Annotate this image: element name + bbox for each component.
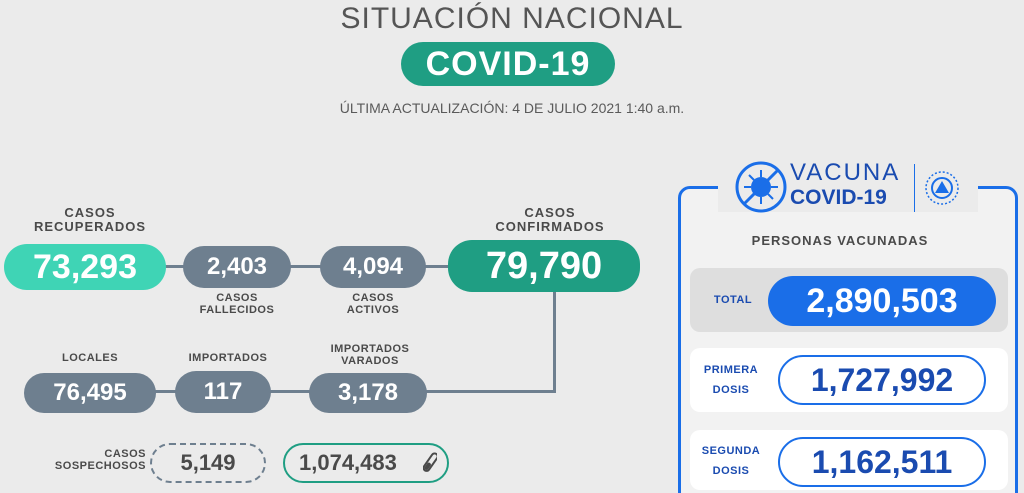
vaccine-logo-line1: VACUNA — [790, 159, 901, 186]
first-dose-label: PRIMERA DOSIS — [703, 364, 759, 396]
first-dose-value: 1,727,992 — [778, 355, 986, 405]
confirmed-value: 79,790 — [448, 240, 640, 292]
total-value: 2,890,503 — [768, 276, 996, 326]
second-dose-label: SEGUNDA DOSIS — [701, 445, 761, 477]
imported-label: IMPORTADOS — [188, 352, 268, 364]
second-dose-value: 1,162,511 — [778, 437, 986, 487]
imported-stranded-label: IMPORTADOS VARADOS — [330, 343, 410, 367]
tests-number: 1,074,483 — [299, 450, 397, 475]
recovered-value: 73,293 — [4, 244, 166, 290]
active-label: CASOS ACTIVOS — [346, 292, 400, 316]
vaccinated-title: PERSONAS VACUNADAS — [751, 233, 929, 248]
local-label: LOCALES — [61, 352, 119, 364]
deaths-label: CASOS FALLECIDOS — [199, 292, 275, 316]
test-tube-icon — [422, 451, 439, 475]
page-title: SITUACIÓN NACIONAL — [340, 2, 684, 35]
deaths-value: 2,403 — [183, 246, 291, 288]
el-salvador-seal-icon — [924, 170, 960, 206]
recovered-label: CASOS RECUPERADOS — [33, 205, 147, 234]
virus-crossed-icon — [734, 160, 788, 214]
suspected-value: 5,149 — [150, 443, 266, 483]
suspected-label: CASOS SOSPECHOSOS — [54, 448, 146, 472]
connector-line — [553, 290, 556, 393]
vaccine-logo-text: VACUNA COVID-19 — [790, 160, 912, 210]
active-value: 4,094 — [320, 246, 426, 288]
logo-divider — [914, 164, 915, 212]
last-updated: ÚLTIMA ACTUALIZACIÓN: 4 DE JULIO 2021 1:… — [339, 100, 685, 116]
tests-value: 1,074,483 — [283, 443, 449, 483]
connector-line — [150, 265, 480, 268]
confirmed-label: CASOS CONFIRMADOS — [495, 205, 605, 234]
vaccine-logo-line2: COVID-19 — [790, 186, 887, 209]
imported-stranded-value: 3,178 — [309, 373, 427, 413]
imported-value: 117 — [175, 371, 271, 413]
covid-badge: COVID-19 — [401, 42, 615, 86]
local-value: 76,495 — [24, 373, 156, 413]
total-label: TOTAL — [713, 294, 753, 306]
